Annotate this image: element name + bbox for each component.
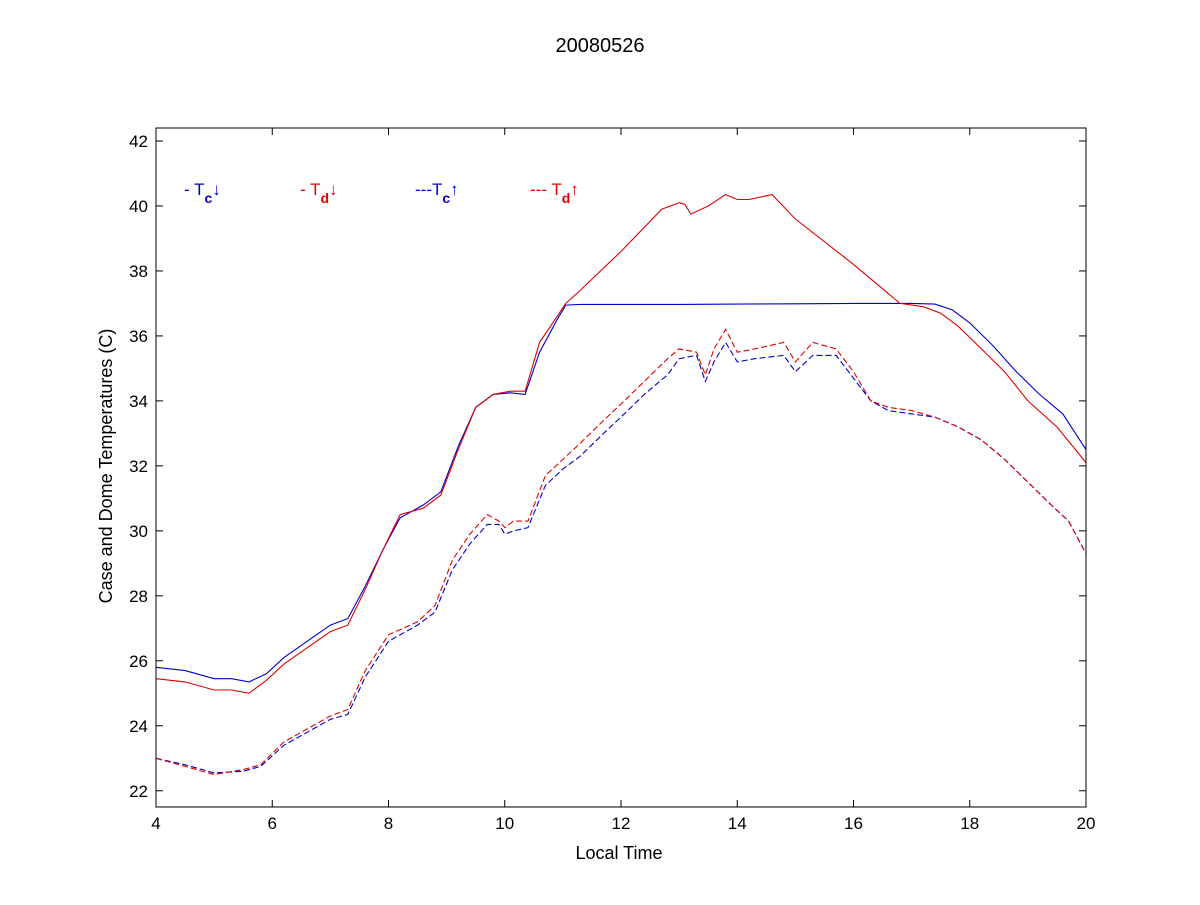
- y-tick-label: 42: [129, 132, 148, 151]
- y-tick-label: 36: [129, 327, 148, 346]
- y-tick-label: 24: [129, 717, 148, 736]
- series-layer: [155, 193, 1087, 776]
- y-tick-label: 38: [129, 262, 148, 281]
- y-tick-label: 22: [129, 782, 148, 801]
- series-line-2: [155, 341, 1087, 774]
- x-tick-label: 12: [612, 814, 631, 833]
- x-tick-label: 6: [268, 814, 277, 833]
- x-tick-label: 10: [495, 814, 514, 833]
- y-tick-label: 30: [129, 522, 148, 541]
- series-line-0: [155, 302, 1087, 683]
- legend: - Tc↓ - Td↓ ---Tc↑ --- Td↑: [184, 180, 579, 206]
- series-line-3: [155, 328, 1087, 776]
- axis-layer: 4 6 8 10 12 14 16 18 20 22 24 26 28 30 32 34 36 38 40 42: [129, 127, 1096, 833]
- legend-entry-2: ---Tc↑: [415, 180, 459, 206]
- x-tick-label: 18: [960, 814, 979, 833]
- x-tick-label: 8: [384, 814, 393, 833]
- y-tick-label: 26: [129, 652, 148, 671]
- x-tick-label: 14: [728, 814, 747, 833]
- legend-entry-1: - Td↓: [300, 180, 338, 206]
- x-axis-label: Local Time: [575, 843, 662, 863]
- series-line-1: [155, 193, 1087, 694]
- y-axis-label: Case and Dome Temperatures (C): [96, 329, 116, 604]
- x-tick-label: 20: [1077, 814, 1096, 833]
- y-tick-label: 34: [129, 392, 148, 411]
- legend-entry-0: - Tc↓: [184, 180, 221, 206]
- x-tick-label: 4: [151, 814, 160, 833]
- legend-entry-3: --- Td↑: [530, 180, 579, 206]
- y-tick-label: 40: [129, 197, 148, 216]
- y-tick-label: 32: [129, 457, 148, 476]
- x-tick-label: 16: [844, 814, 863, 833]
- y-tick-label: 28: [129, 587, 148, 606]
- chart-title: 20080526: [556, 35, 645, 57]
